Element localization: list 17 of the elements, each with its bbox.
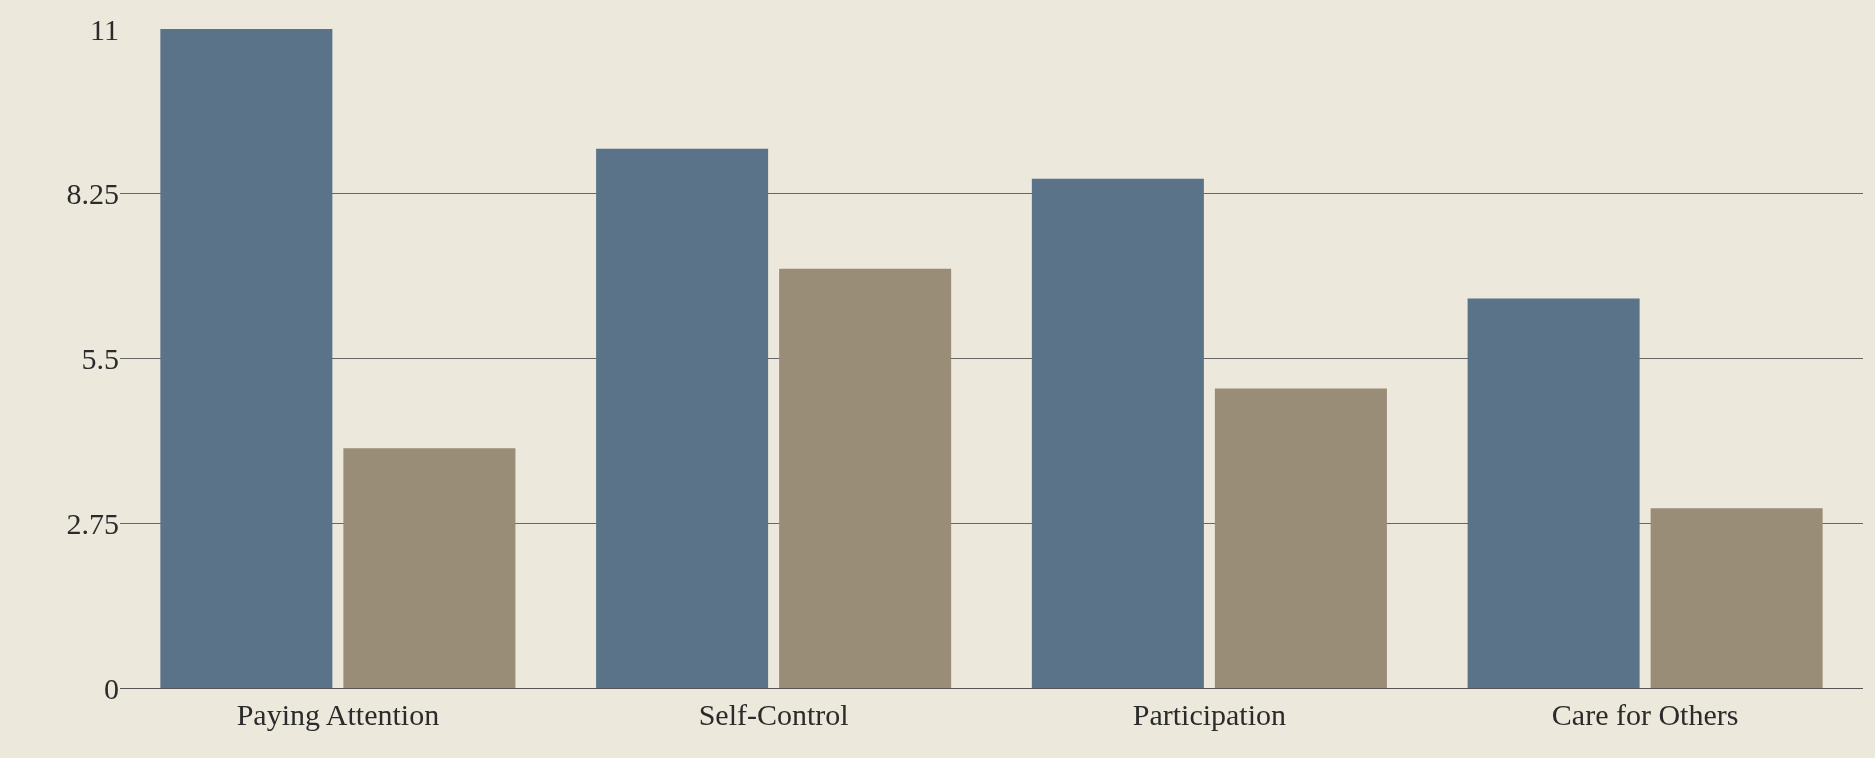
bar	[1650, 508, 1823, 688]
y-tick-label: 0	[104, 671, 119, 705]
x-tick-label: Self-Control	[698, 698, 849, 731]
x-tick-label: Paying Attention	[236, 698, 440, 731]
bar	[1467, 298, 1640, 688]
bar	[779, 268, 952, 688]
bar	[596, 148, 769, 688]
bar	[1031, 178, 1204, 688]
bar	[343, 448, 516, 688]
bar	[160, 29, 333, 688]
y-tick-label: 8.25	[66, 177, 119, 211]
bar	[1214, 388, 1387, 688]
y-tick-label: 11	[90, 12, 119, 46]
x-tick-label: Care for Others	[1551, 698, 1739, 731]
x-tick-label: Participation	[1132, 698, 1287, 731]
y-tick-label: 2.75	[66, 506, 119, 540]
y-tick-label: 5.5	[81, 342, 119, 375]
